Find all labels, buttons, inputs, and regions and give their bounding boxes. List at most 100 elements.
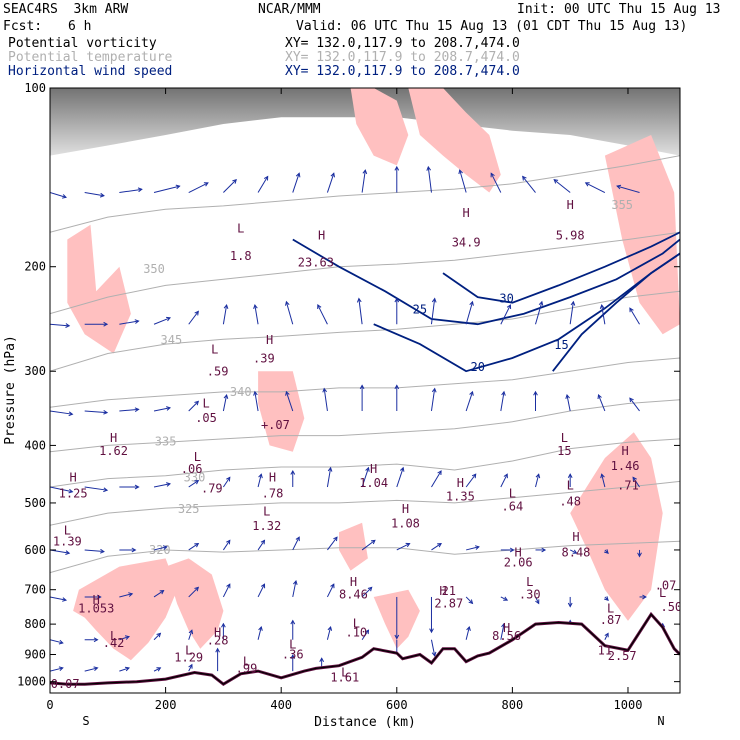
wind-vector-head <box>166 316 171 322</box>
theta-contour-350 <box>50 231 680 315</box>
pv-extremum-label: .48 <box>559 495 581 509</box>
pv-extremum-label: 1.04 <box>359 476 388 490</box>
wind-vector-shaft <box>553 179 571 193</box>
pv-extremum-label: L <box>353 616 360 630</box>
wind-vector-shaft <box>223 179 237 193</box>
wind-vector <box>361 629 370 641</box>
wind-vector <box>616 184 640 194</box>
wind-vector-shaft <box>292 536 300 551</box>
wind-vector <box>188 182 209 193</box>
wind-vector-head <box>99 192 105 198</box>
wind-vector-head <box>490 172 495 178</box>
wind-vector-shaft <box>427 166 432 193</box>
theta-contour-label: 335 <box>155 434 177 448</box>
wind-vector <box>223 178 237 193</box>
pv-extremum-label: 2.87 <box>434 596 463 610</box>
wind-vector-shaft <box>326 173 335 193</box>
wind-vector-shaft <box>188 587 199 598</box>
wind-vector-head <box>330 583 335 589</box>
pv-extremum-label: 1.25 <box>59 487 88 501</box>
wind-vector-shaft <box>119 593 133 598</box>
wind-vector-head <box>285 390 290 396</box>
wind-vector-head <box>469 390 474 396</box>
theta-contour-label: 350 <box>143 262 165 276</box>
wind-vector-head <box>260 539 266 545</box>
wind-vector <box>292 536 300 551</box>
wind-vector-head <box>215 647 220 653</box>
wind-vector-head <box>221 622 226 628</box>
wind-vector <box>50 410 74 417</box>
pv-extremum-label: H <box>621 444 628 458</box>
wind-vector-shaft <box>257 583 265 598</box>
pv-extremum-label: 1.8 <box>230 249 252 263</box>
theta-contour-335 <box>50 399 680 453</box>
wind-vector-shaft <box>566 394 571 412</box>
theta-contour-label: 355 <box>611 198 633 212</box>
wind-vector <box>50 192 67 199</box>
wind-vector <box>466 545 480 551</box>
wind-vector <box>84 486 109 493</box>
wind-vector-head <box>458 169 463 175</box>
wind-vector-head <box>616 184 622 190</box>
wind-vector-head <box>124 635 130 640</box>
wind-vector-shaft <box>466 546 480 551</box>
wind-vector-shaft <box>50 549 70 554</box>
wind-vector <box>50 666 64 672</box>
wind-vector-head <box>65 550 71 555</box>
wind-vector-head <box>637 552 642 558</box>
wind-vector-head <box>232 178 237 184</box>
wind-vector-head <box>131 547 137 553</box>
pv-extremum-label: +.07 <box>261 418 290 432</box>
wind-vector-head <box>317 304 322 310</box>
pv-extremum-label: 2.06 <box>504 556 533 570</box>
wind-vector <box>500 390 506 412</box>
pv-extremum-label: 15 <box>557 444 571 458</box>
wind-vector <box>604 632 609 640</box>
wind-vector-shaft <box>327 536 338 551</box>
wind-vector-shaft <box>292 580 297 598</box>
wind-vector <box>50 639 64 645</box>
pv-extremum-label: .99 <box>236 661 258 675</box>
wind-vector <box>629 397 640 412</box>
wind-vector-head <box>405 542 411 548</box>
wind-vector <box>584 182 606 193</box>
x-tick-label: 200 <box>155 698 177 712</box>
wind-vector-head <box>194 543 200 548</box>
wind-vector-head <box>538 300 544 306</box>
wind-vector-shaft <box>285 391 294 412</box>
wind-vector-shaft <box>500 473 508 488</box>
wind-vector-shaft <box>326 467 332 488</box>
wind-vector-head <box>327 625 333 631</box>
wind-vector <box>394 165 400 193</box>
wind-vector <box>431 543 442 551</box>
wind-vector <box>153 406 172 412</box>
pv-extremum-label: H <box>70 470 77 484</box>
wind-vector-head <box>194 400 200 406</box>
wind-vector <box>153 316 171 325</box>
pv-extremum-label: .71 <box>617 479 639 493</box>
wind-vector <box>326 583 335 598</box>
wind-vector-head <box>134 319 140 324</box>
forecast-value: 6 h <box>68 19 92 34</box>
wind-vector <box>153 632 162 641</box>
pv-extremum-label: H <box>370 462 377 476</box>
pv-fill-region <box>73 558 178 661</box>
wind-contour-20 <box>373 252 680 373</box>
wind-vector-head <box>137 187 143 193</box>
wind-vector-shaft <box>254 391 259 412</box>
wind-vector-shaft <box>597 394 606 412</box>
pv-extremum-label: .36 <box>282 648 304 662</box>
pv-extremum-label: L <box>185 643 192 657</box>
y-tick-label: 100 <box>24 81 46 95</box>
wind-vector <box>430 387 437 412</box>
wind-vector <box>604 596 609 601</box>
wind-vector-head <box>597 394 602 400</box>
wind-vector-shaft <box>84 549 104 553</box>
wind-vector <box>84 192 105 198</box>
wind-vector <box>188 480 200 488</box>
pv-extremum-label: H <box>269 470 276 484</box>
wind-vector <box>119 484 140 490</box>
pv-extremum-label: .42 <box>103 636 125 650</box>
wind-vector <box>535 473 541 488</box>
wind-vector-shaft <box>396 467 404 488</box>
